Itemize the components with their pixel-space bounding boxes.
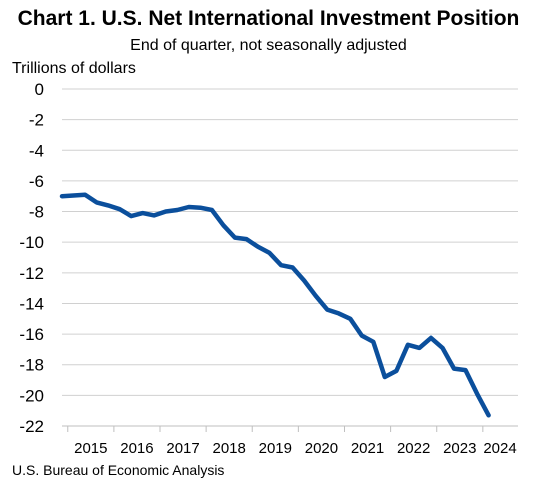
data-point bbox=[441, 347, 444, 349]
y-tick-label: -12 bbox=[19, 264, 44, 283]
x-tick-label: 2020 bbox=[305, 440, 338, 457]
y-tick-label: -20 bbox=[19, 386, 44, 405]
data-point bbox=[199, 206, 202, 209]
data-point bbox=[395, 370, 398, 372]
data-point bbox=[61, 195, 63, 197]
x-tick-label: 2023 bbox=[443, 440, 476, 457]
data-point bbox=[418, 347, 421, 349]
y-axis-label: Trillions of dollars bbox=[12, 60, 136, 77]
y-tick-label: -18 bbox=[19, 356, 44, 375]
data-point bbox=[222, 224, 225, 227]
y-tick-label: -14 bbox=[19, 294, 44, 313]
data-point bbox=[384, 376, 386, 378]
y-tick-label: -16 bbox=[19, 325, 44, 344]
data-point bbox=[349, 318, 352, 320]
series-line bbox=[59, 192, 491, 418]
y-tick-label: -10 bbox=[19, 233, 44, 252]
x-tick-label: 2015 bbox=[74, 440, 107, 457]
gridlines bbox=[62, 88, 518, 396]
data-point bbox=[245, 238, 248, 240]
data-point bbox=[211, 209, 213, 211]
data-point bbox=[326, 308, 329, 311]
data-point bbox=[303, 279, 305, 282]
y-tick-label: -6 bbox=[29, 172, 44, 191]
data-point bbox=[95, 201, 98, 204]
data-point bbox=[153, 214, 155, 217]
x-tick-label: 2017 bbox=[166, 440, 199, 457]
x-axis: 2015 2016 2017 2018 2019 2020 2021 2022 2023 2024 bbox=[62, 425, 518, 457]
data-point bbox=[118, 208, 121, 210]
x-tick-label: 2022 bbox=[397, 440, 430, 457]
data-point bbox=[453, 367, 455, 370]
data-point bbox=[487, 414, 490, 417]
data-point bbox=[257, 246, 259, 248]
data-point bbox=[130, 215, 132, 217]
data-point bbox=[72, 194, 75, 197]
series-group bbox=[59, 192, 491, 418]
y-tick-label: -4 bbox=[29, 141, 44, 160]
data-point bbox=[141, 212, 144, 214]
data-point bbox=[291, 266, 294, 269]
data-point bbox=[476, 393, 478, 395]
data-point bbox=[234, 236, 236, 239]
x-tick-label: 2024 bbox=[483, 440, 516, 457]
data-point bbox=[107, 204, 109, 207]
data-point bbox=[372, 341, 375, 343]
chart-title: Chart 1. U.S. Net International Investme… bbox=[17, 7, 520, 30]
data-point bbox=[280, 264, 282, 267]
data-point bbox=[165, 210, 167, 213]
data-point bbox=[464, 369, 467, 371]
x-tick-label: 2018 bbox=[212, 440, 245, 457]
data-point bbox=[176, 209, 179, 211]
y-tick-label: -22 bbox=[19, 417, 44, 436]
y-tick-label: 0 bbox=[35, 80, 44, 99]
data-point bbox=[337, 312, 340, 315]
data-point bbox=[268, 252, 271, 254]
y-tick-labels: 0 -2 -4 -6 -8 -10 -12 -14 -16 -18 -20 -22 bbox=[19, 80, 44, 436]
chart-subtitle: End of quarter, not seasonally adjusted bbox=[130, 37, 407, 54]
data-point bbox=[314, 295, 317, 297]
y-tick-label: -8 bbox=[29, 203, 44, 222]
y-tick-label: -2 bbox=[29, 111, 44, 130]
x-tick-label: 2016 bbox=[120, 440, 153, 457]
data-point bbox=[188, 206, 190, 208]
data-point bbox=[430, 337, 432, 339]
x-tick-label: 2021 bbox=[351, 440, 384, 457]
data-point bbox=[361, 334, 363, 337]
data-point bbox=[407, 344, 409, 346]
x-tick-label: 2019 bbox=[259, 440, 292, 457]
data-point bbox=[84, 193, 86, 196]
source-note: U.S. Bureau of Economic Analysis bbox=[12, 462, 225, 478]
